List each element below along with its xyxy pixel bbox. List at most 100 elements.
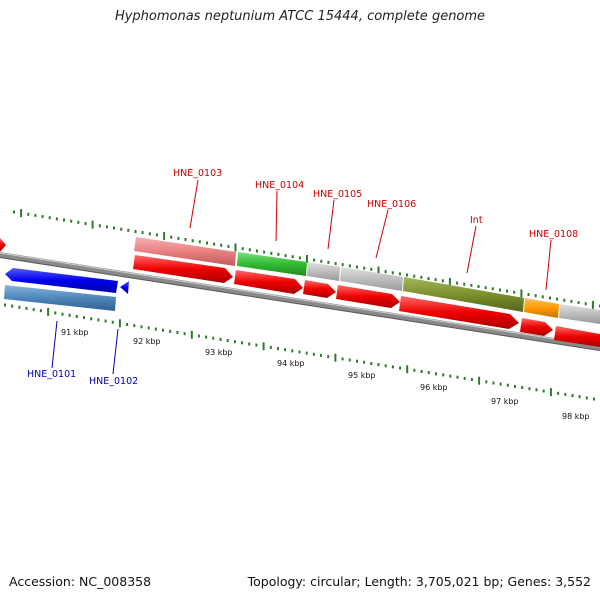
gene-arrow-left-edge[interactable] (0, 238, 6, 252)
minor-tick (162, 328, 164, 332)
minor-tick (54, 311, 57, 315)
minor-tick (556, 297, 559, 301)
minor-tick (134, 230, 137, 233)
reverse-gene-labels: HNE_0101 HNE_0102 (27, 320, 138, 387)
minor-tick (470, 378, 473, 381)
minor-tick (170, 235, 173, 239)
minor-tick (391, 271, 394, 275)
minor-tick (577, 301, 580, 305)
major-tick (20, 209, 23, 218)
minor-tick (399, 366, 402, 370)
minor-tick (356, 359, 358, 363)
gene-label-hne-0106[interactable]: HNE_0106 (367, 199, 416, 210)
forward-gene-labels: HNE_0103 HNE_0104 HNE_0105 HNE_0106 Int … (173, 168, 578, 291)
minor-tick (213, 242, 216, 246)
gene-track-reverse (4, 268, 129, 311)
minor-tick (348, 358, 351, 362)
major-tick (334, 353, 337, 362)
scale-label-96: 96 kbp (420, 383, 448, 392)
gene-arrow-int[interactable] (399, 296, 519, 329)
gene-arrow-hne-0105[interactable] (303, 280, 336, 298)
minor-tick (11, 304, 14, 308)
scale-label-98: 98 kbp (562, 412, 590, 421)
major-tick (478, 376, 481, 385)
gene-block-next[interactable] (559, 304, 600, 324)
gene-label-hne-0108[interactable]: HNE_0108 (529, 229, 578, 240)
gene-arrow-hne-0103[interactable] (133, 255, 233, 283)
minor-tick (111, 320, 114, 324)
gene-label-hne-0103[interactable]: HNE_0103 (173, 168, 222, 179)
scale-labels: 91 kbp 92 kbp 93 kbp 94 kbp 95 kbp 96 kb… (61, 328, 590, 421)
minor-tick (527, 293, 530, 296)
gene-label-hne-0104[interactable]: HNE_0104 (255, 180, 304, 191)
minor-tick (241, 341, 243, 345)
minor-tick (184, 238, 187, 241)
minor-tick (484, 286, 487, 290)
minor-tick (25, 306, 28, 310)
gene-arrow-hne-0108[interactable] (520, 318, 553, 336)
major-tick (163, 232, 166, 241)
minor-tick (413, 368, 416, 372)
major-tick (190, 330, 193, 339)
minor-tick (334, 262, 337, 266)
minor-tick (120, 227, 123, 231)
minor-tick (398, 272, 401, 276)
minor-tick (506, 289, 509, 293)
minor-tick (578, 395, 581, 399)
minor-tick (470, 283, 473, 287)
gene-block-int[interactable] (403, 277, 524, 312)
minor-tick (277, 347, 279, 351)
gene-block-hne-0108[interactable] (524, 298, 559, 318)
gene-arrow-hne-0102[interactable] (120, 281, 129, 294)
minor-tick (298, 350, 301, 354)
gene-label-hne-0102[interactable]: HNE_0102 (89, 376, 138, 387)
gene-arrow-hne-0104[interactable] (234, 270, 303, 294)
scale-label-93: 93 kbp (205, 348, 233, 357)
minor-tick (585, 396, 588, 400)
minor-tick (154, 327, 157, 331)
minor-tick (233, 340, 236, 344)
gene-label-hne-0101[interactable]: HNE_0101 (27, 369, 76, 380)
minor-tick (534, 294, 537, 298)
minor-tick (535, 388, 538, 392)
minor-tick (27, 212, 30, 216)
gene-arrow-next[interactable] (554, 326, 600, 347)
minor-tick (212, 336, 215, 340)
gene-block-hne-0103[interactable] (134, 237, 236, 266)
gene-block-hne-0104[interactable] (237, 252, 307, 276)
minor-tick (563, 298, 566, 302)
minor-tick (485, 380, 488, 384)
gene-block-hne-0101[interactable] (4, 285, 116, 311)
minor-tick (97, 318, 100, 322)
minor-tick (541, 295, 544, 299)
minor-tick (169, 329, 172, 333)
gene-label-hne-0105[interactable]: HNE_0105 (313, 189, 362, 200)
minor-tick (269, 345, 272, 349)
genome-backbone (0, 252, 600, 351)
gene-arrow-hne-0101[interactable] (5, 268, 118, 293)
upper-tick-row (13, 209, 600, 309)
minor-tick (320, 353, 322, 357)
minor-tick (313, 258, 316, 262)
minor-tick (305, 351, 308, 355)
gene-arrow-hne-0106[interactable] (336, 285, 400, 308)
minor-tick (456, 375, 459, 379)
minor-tick (341, 263, 344, 267)
minor-tick (363, 360, 366, 364)
minor-tick (256, 249, 258, 253)
major-tick (91, 220, 94, 229)
gene-block-hne-0105[interactable] (307, 262, 340, 281)
minor-tick (492, 381, 495, 385)
gene-block-hne-0106[interactable] (340, 267, 403, 291)
minor-tick (528, 387, 531, 391)
major-tick (520, 289, 523, 298)
minor-tick (61, 312, 64, 316)
minor-tick (291, 349, 294, 353)
minor-tick (148, 232, 151, 236)
minor-tick (34, 213, 37, 217)
gene-label-int[interactable]: Int (470, 215, 483, 226)
minor-tick (248, 248, 251, 252)
minor-tick (18, 305, 21, 309)
minor-tick (435, 372, 437, 376)
